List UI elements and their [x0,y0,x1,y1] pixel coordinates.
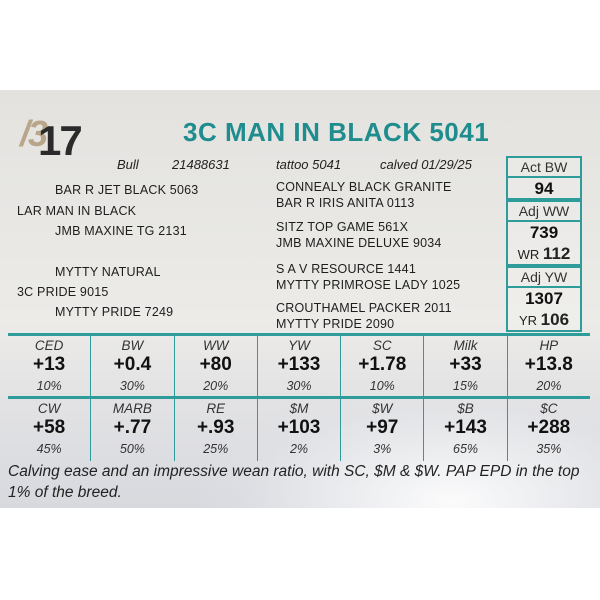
pedigree-ds-dam: MYTTY PRIMROSE LADY 1025 [276,278,461,292]
animal-type: Bull [117,157,139,172]
epd-dollar-c: $C +288 35% [506,399,590,461]
epd-value: +80 [199,354,232,375]
adj-yw-box: Adj YW 1307 YR 106 [506,266,582,332]
epd-label: $B [457,401,474,416]
epd-label: BW [121,338,144,353]
epd-bw: BW +0.4 30% [90,336,173,420]
adj-ww-label: Adj WW [508,202,580,222]
epd-value: +1.78 [358,354,407,375]
epd-value: +288 [527,417,571,438]
footnote: Calving ease and an impressive wean rati… [8,463,580,501]
epd-label: SC [372,338,392,353]
wean-ratio: WR 112 [508,244,580,265]
epd-percentile: 2% [289,442,309,456]
epd-percentile: 10% [36,379,62,393]
act-bw-box: Act BW 94 [506,156,582,200]
sale-card [0,90,600,508]
epd-percentile: 20% [203,379,229,393]
epd-yw: YW +133 30% [256,336,340,420]
epd-sc: SC +1.78 10% [340,336,423,420]
pedigree-dd-dam: MYTTY PRIDE 2090 [276,317,395,331]
yearling-ratio-label: YR [518,313,538,328]
adj-yw-label: Adj YW [508,268,580,288]
pedigree-sire-sire: BAR R JET BLACK 5063 [55,183,199,197]
epd-percentile: 45% [36,442,62,456]
epd-value: +13.8 [524,354,573,375]
wean-ratio-label: WR [517,247,540,262]
yearling-ratio: YR 106 [508,310,580,331]
epd-row-1: CED +13 10% BW +0.4 30% WW +80 20% YW +1… [8,333,590,420]
adj-yw-value: 1307 [525,289,563,308]
epd-value: +.93 [196,417,235,438]
epd-label: $M [289,401,309,416]
lot-prefix: /3 [20,113,48,154]
epd-row-2: CW +58 45% MARB +.77 50% RE +.93 25% $M … [8,396,590,461]
epd-marb: MARB +.77 50% [90,399,173,461]
epd-dollar-w: $W +97 3% [340,399,423,461]
epd-percentile: 65% [453,442,479,456]
epd-value: +103 [277,417,321,438]
epd-label: CW [37,401,61,416]
epd-percentile: 3% [373,442,392,456]
epd-cw: CW +58 45% [8,399,90,461]
epd-value: +97 [366,417,399,438]
pedigree-sd-dam: JMB MAXINE DELUXE 9034 [276,236,442,250]
pedigree-dam-dam: MYTTY PRIDE 7249 [55,305,174,319]
act-bw-label: Act BW [508,158,580,178]
calved-date: calved 01/29/25 [380,157,472,172]
epd-value: +33 [449,354,482,375]
epd-ww: WW +80 20% [173,336,257,420]
epd-label: $C [540,401,558,416]
epd-value: +133 [277,354,321,375]
pedigree-dam-sire: MYTTY NATURAL [55,265,161,279]
epd-label: RE [206,401,226,416]
epd-percentile: 10% [369,379,395,393]
background-snow [200,390,600,508]
epd-value: +0.4 [113,354,152,375]
epd-label: Milk [453,338,478,353]
pedigree-ss-dam: BAR R IRIS ANITA 0113 [276,196,415,210]
pedigree-ss-sire: CONNEALY BLACK GRANITE [276,180,452,194]
epd-percentile: 30% [286,379,312,393]
epd-value: +58 [33,417,66,438]
epd-hp: HP +13.8 20% [506,336,590,420]
epd-percentile: 30% [119,379,145,393]
epd-label: WW [202,338,229,353]
pedigree-sire-dam: JMB MAXINE TG 2131 [55,224,187,238]
epd-milk: Milk +33 15% [423,336,506,420]
pedigree-dam: 3C PRIDE 9015 [17,285,109,299]
epd-percentile: 50% [119,442,145,456]
registration-number: 21488631 [172,157,230,172]
epd-percentile: 20% [536,379,562,393]
epd-percentile: 25% [203,442,229,456]
epd-label: $W [372,401,393,416]
act-bw-value: 94 [534,179,554,198]
epd-percentile: 35% [536,442,562,456]
epd-dollar-b: $B +143 65% [423,399,506,461]
pedigree-sd-sire: SITZ TOP GAME 561X [276,220,409,234]
adj-ww-value: 739 [529,223,559,242]
epd-dollar-m: $M +103 2% [256,399,340,461]
epd-value: +143 [444,417,487,438]
pedigree-sire: LAR MAN IN BLACK [17,204,137,218]
epd-re: RE +.93 25% [173,399,257,461]
epd-label: HP [539,338,559,353]
epd-ced: CED +13 10% [8,336,90,420]
tattoo: tattoo 5041 [276,157,342,172]
epd-label: CED [34,338,64,353]
animal-name: 3C MAN IN BLACK 5041 [183,117,490,147]
epd-percentile: 15% [453,379,479,393]
epd-value: +13 [33,354,66,375]
pedigree-ds-sire: S A V RESOURCE 1441 [276,262,416,276]
epd-value: +.77 [113,417,152,438]
wean-ratio-value: 112 [542,244,571,263]
lot-number: 17 [38,117,83,164]
adj-ww-box: Adj WW 739 WR 112 [506,200,582,266]
epd-label: MARB [112,401,152,416]
yearling-ratio-value: 106 [540,310,570,329]
epd-label: YW [288,338,310,353]
pedigree-dd-sire: CROUTHAMEL PACKER 2011 [276,301,452,315]
